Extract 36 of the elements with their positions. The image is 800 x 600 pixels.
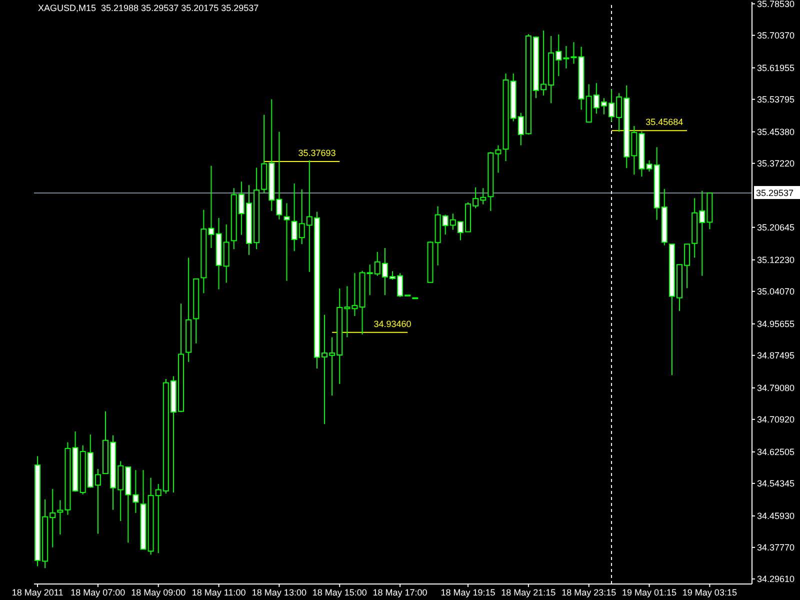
y-tick-label: 34.45930 — [757, 511, 795, 522]
x-tick-label: 18 May 21:15 — [501, 587, 556, 598]
x-tick-label: 18 May 17:00 — [372, 587, 428, 598]
x-tick-label: 18 May 15:00 — [312, 587, 367, 598]
y-tick-label: 35.12230 — [757, 255, 795, 266]
y-tick-label: 35.37220 — [757, 158, 795, 169]
y-tick-label: 34.37770 — [757, 542, 795, 553]
x-tick-label: 18 May 07:00 — [70, 587, 126, 598]
x-tick-label: 18 May 09:00 — [131, 587, 186, 598]
y-tick-label: 34.95655 — [757, 319, 795, 330]
annotation: 34.93460 — [374, 318, 412, 329]
y-tick-label: 35.45380 — [757, 127, 795, 138]
annotation: 35.45684 — [646, 117, 684, 128]
y-tick-label: 35.53795 — [757, 94, 795, 105]
y-tick-label: 35.20645 — [757, 222, 795, 233]
x-tick-label: 18 May 19:15 — [440, 587, 496, 598]
x-tick-label: 18 May 11:00 — [192, 587, 246, 598]
y-tick-label: 35.61955 — [757, 63, 795, 74]
x-tick-label: 18 May 23:15 — [562, 587, 616, 598]
y-tick-label: 34.29610 — [757, 574, 795, 584]
chart-title: XAGUSD,M15 35.21988 35.29537 35.20175 35.29537 — [38, 3, 259, 13]
y-tick-label: 34.62505 — [757, 447, 795, 458]
y-tick-label: 35.04070 — [757, 286, 795, 297]
y-tick-label: 35.70370 — [757, 30, 795, 41]
y-tick-label: 34.70920 — [757, 414, 795, 425]
ref-line-label: 35.29537 — [756, 188, 794, 198]
annotation: 35.37693 — [298, 148, 336, 158]
x-tick-label: 18 May 13:00 — [252, 587, 306, 598]
y-tick-label: 35.78530 — [757, 0, 795, 10]
candlestick — [284, 202, 290, 282]
y-tick-label: 34.79080 — [757, 383, 795, 394]
y-tick-label: 34.54345 — [757, 478, 795, 489]
y-tick-label: 34.87495 — [757, 350, 795, 361]
x-tick-label: 19 May 03:15 — [682, 587, 737, 598]
x-tick-label: 18 May 2011 — [12, 587, 64, 598]
x-tick-label: 19 May 01:15 — [622, 587, 677, 598]
